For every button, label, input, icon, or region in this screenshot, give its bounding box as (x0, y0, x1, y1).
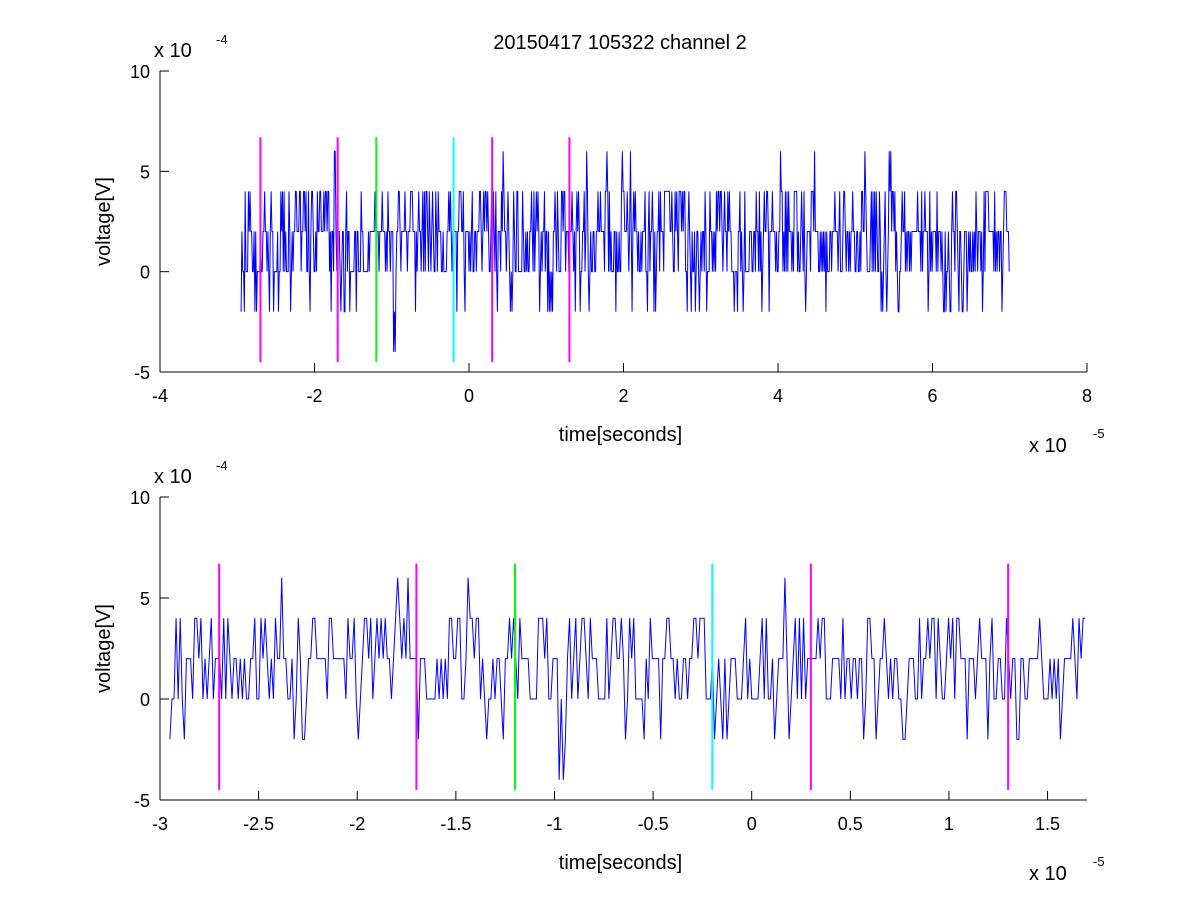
x-exponent-label: x 10 (1029, 863, 1067, 885)
x-axis-label: time[seconds] (559, 852, 682, 874)
y-tick-label: -5 (134, 791, 150, 811)
y-exponent-power: -4 (216, 458, 228, 473)
x-tick-label: -2 (349, 814, 365, 834)
top-panel: -4 -2 0 2 4 6 8 -5 0 5 10 time[seconds] voltage[V] x … (93, 32, 1105, 457)
x-exponent-label: x 10 (1029, 435, 1067, 457)
x-tick-label: 0 (464, 386, 474, 406)
y-axis-label: voltage[V] (93, 604, 115, 693)
x-tick-label: -4 (152, 386, 168, 406)
x-tick-label: -3 (152, 814, 168, 834)
y-tick-label: 5 (140, 162, 150, 182)
x-tick-label: -2.5 (243, 814, 274, 834)
y-tick-label: 10 (130, 62, 150, 82)
y-tick-label: 0 (140, 263, 150, 283)
y-axis-label: voltage[V] (93, 177, 115, 266)
x-tick-label: 6 (927, 386, 937, 406)
x-tick-label: -2 (306, 386, 322, 406)
x-tick-label: 0.5 (838, 814, 863, 834)
x-tick-label: 2 (618, 386, 628, 406)
signal-trace (169, 577, 1086, 780)
y-exponent-power: -4 (216, 32, 228, 47)
bottom-panel: -3 -2.5 -2 -1.5 -1 -0.5 0 0.5 1 1.5 -5 0 5 10 time[sec… (93, 458, 1105, 885)
x-exponent-power: -5 (1093, 426, 1105, 441)
x-tick-label: 1 (944, 814, 954, 834)
y-exponent-label: x 10 (154, 466, 192, 488)
y-tick-label: -5 (134, 363, 150, 383)
x-tick-label: 0 (747, 814, 757, 834)
y-tick-label: 10 (130, 488, 150, 508)
x-tick-label: -1 (546, 814, 562, 834)
x-tick-label: -0.5 (638, 814, 669, 834)
x-axis-label: time[seconds] (559, 424, 682, 446)
x-tick-label: 8 (1082, 386, 1092, 406)
y-exponent-label: x 10 (154, 40, 192, 62)
y-tick-label: 0 (140, 690, 150, 710)
figure-title: 20150417 105322 channel 2 (493, 32, 747, 54)
x-tick-label: -1.5 (440, 814, 471, 834)
x-exponent-power: -5 (1093, 854, 1105, 869)
x-tick-label: 4 (773, 386, 783, 406)
y-tick-label: 5 (140, 589, 150, 609)
signal-trace (240, 150, 1010, 352)
x-tick-label: 1.5 (1035, 814, 1060, 834)
